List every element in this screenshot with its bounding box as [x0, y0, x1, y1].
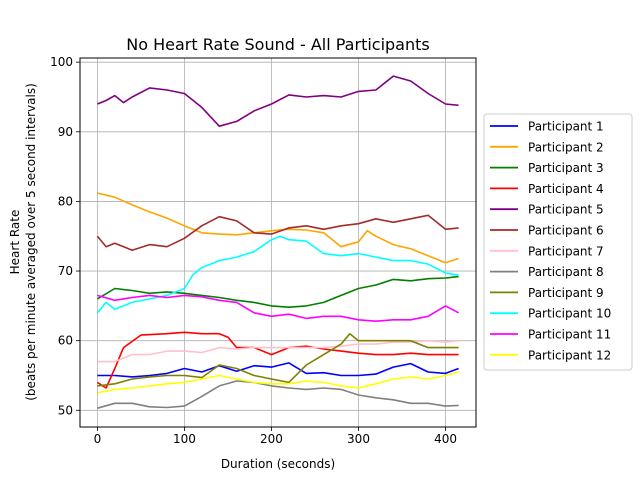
series-line-participant-2 — [97, 192, 459, 264]
legend-label: Participant 6 — [528, 224, 604, 238]
legend-label: Participant 1 — [528, 120, 604, 134]
series-line-participant-5 — [97, 75, 459, 127]
y-tick-label: 70 — [58, 264, 73, 278]
series-line-participant-8 — [97, 380, 459, 409]
series-line-participant-3 — [96, 275, 459, 309]
chart-title: No Heart Rate Sound - All Participants — [126, 35, 429, 54]
series-line-participant-11 — [97, 294, 459, 323]
x-tick-label: 300 — [347, 432, 370, 446]
series-line-participant-12 — [97, 371, 459, 394]
y-tick-label: 60 — [58, 334, 73, 348]
y-tick-label: 100 — [50, 55, 73, 69]
y-tick-label: 50 — [58, 403, 73, 417]
legend-label: Participant 9 — [528, 286, 604, 300]
y-tick-label: 80 — [58, 194, 73, 208]
series-line-participant-7 — [97, 339, 459, 363]
y-tick-label: 90 — [58, 125, 73, 139]
legend: Participant 1 Participant 2 Participant 3 P… — [483, 113, 633, 371]
y-axis-label-line2: (beats per minute averaged over 5 second… — [24, 83, 38, 401]
grid-lines — [80, 58, 476, 427]
legend-label: Participant 4 — [528, 182, 604, 196]
legend-label: Participant 10 — [528, 307, 611, 321]
legend-label: Participant 5 — [528, 203, 604, 217]
x-tick-label: 200 — [260, 432, 283, 446]
legend-label: Participant 7 — [528, 244, 604, 258]
x-tick-label: 400 — [434, 432, 457, 446]
series-lines — [96, 75, 459, 409]
legend-box — [483, 113, 633, 371]
series-line-participant-9 — [97, 332, 459, 387]
series-line-participant-6 — [96, 214, 459, 251]
y-axis-ticks: 50 60 70 80 90 100 — [50, 55, 80, 417]
series-line-participant-10 — [96, 235, 459, 314]
plot-frame — [79, 57, 477, 428]
series-line-participant-4 — [96, 331, 459, 389]
legend-label: Participant 3 — [528, 161, 604, 175]
y-axis-label-line1: Heart Rate — [8, 210, 22, 275]
legend-label: Participant 11 — [528, 328, 611, 342]
x-axis-ticks: 0 100 200 300 400 — [94, 427, 457, 446]
series-line-participant-1 — [97, 362, 459, 378]
legend-label: Participant 2 — [528, 140, 604, 154]
legend-label: Participant 12 — [528, 348, 611, 362]
x-tick-label: 100 — [173, 432, 196, 446]
x-axis-label: Duration (seconds) — [221, 457, 335, 471]
x-tick-label: 0 — [94, 432, 102, 446]
legend-label: Participant 8 — [528, 265, 604, 279]
